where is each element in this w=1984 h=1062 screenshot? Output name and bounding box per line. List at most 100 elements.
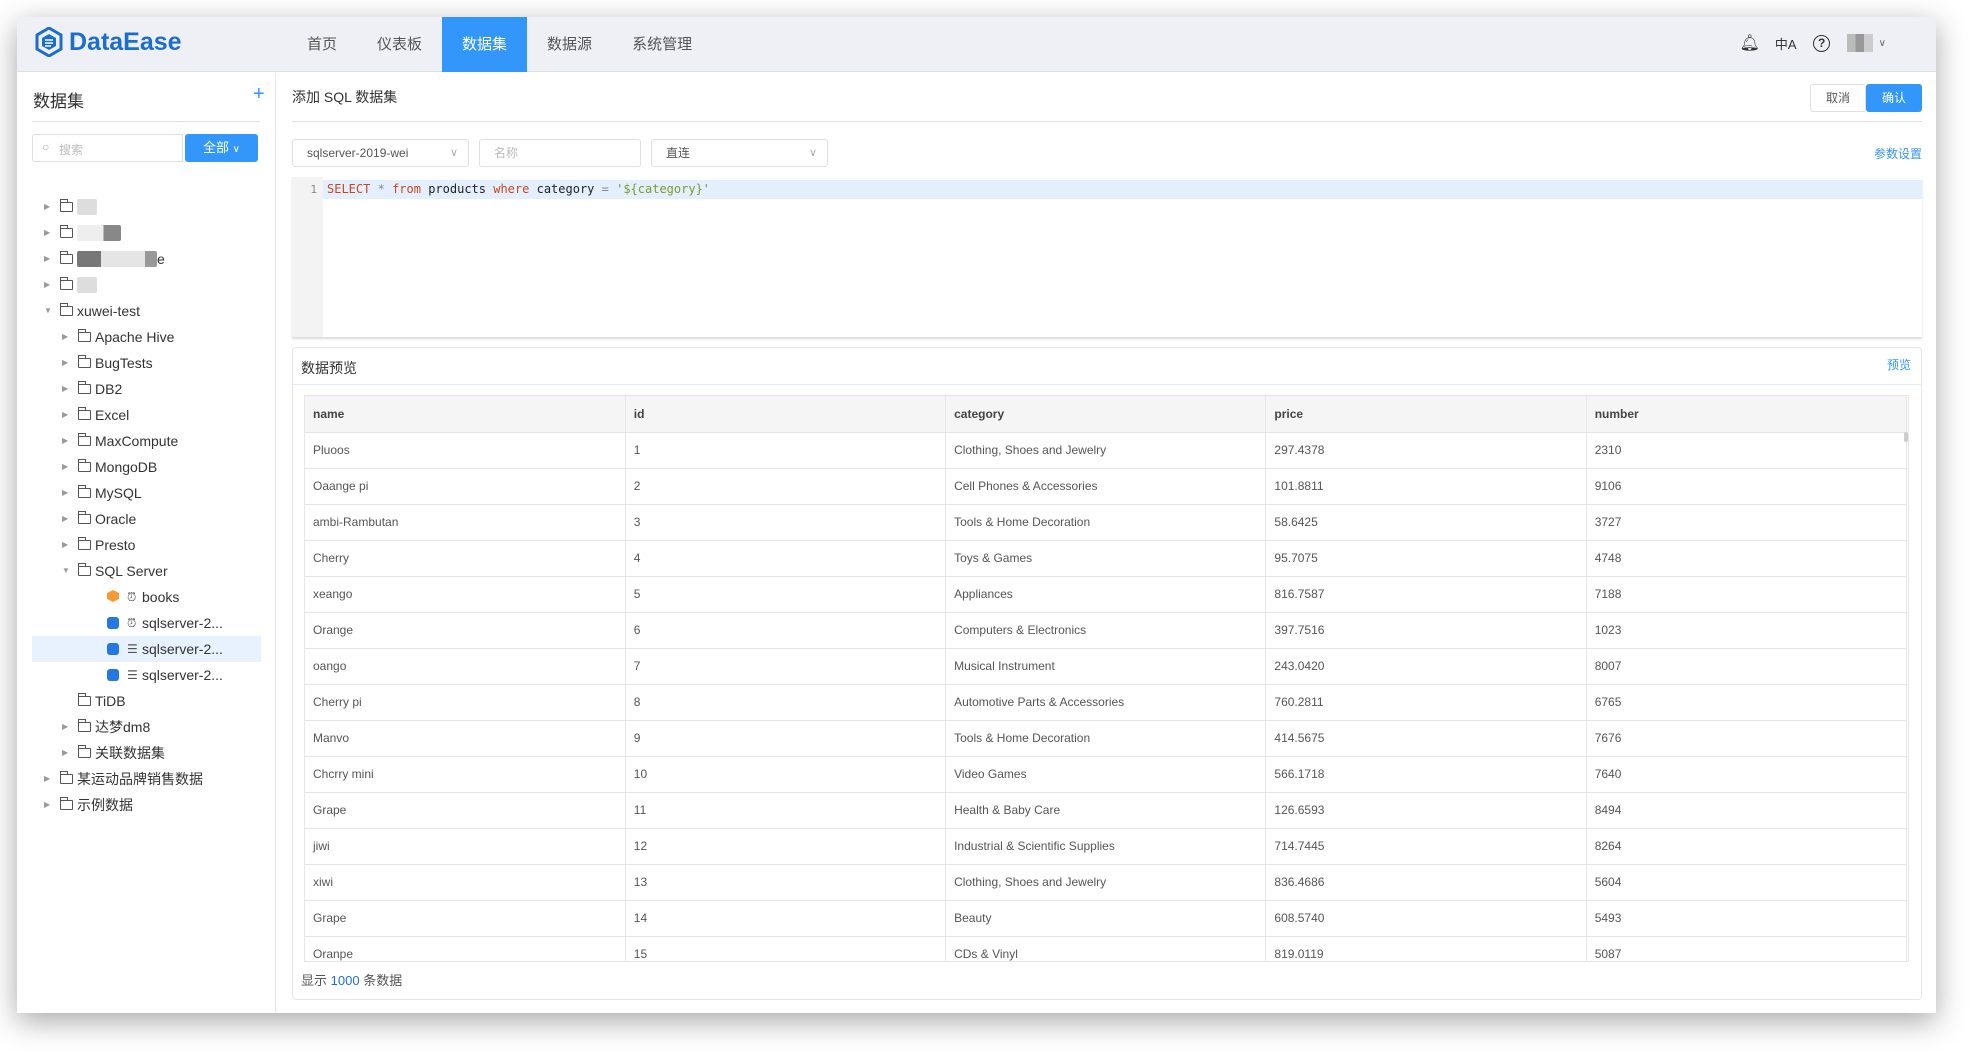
tree-item[interactable]: ▶ 达梦dm8 <box>17 714 276 740</box>
table-row: Grape 11 Health & Baby Care 126.6593 8494 <box>305 792 1908 829</box>
tree-item[interactable]: ⏰︎ books <box>17 584 276 610</box>
tree-item[interactable]: ▶ MongoDB <box>17 454 276 480</box>
tree-item[interactable]: ▶ <box>17 194 276 220</box>
param-settings-link[interactable]: 参数设置 <box>1873 147 1922 161</box>
caret-right-icon[interactable]: ▶ <box>62 436 69 445</box>
caret-right-icon[interactable]: ▶ <box>62 410 69 419</box>
tree-item[interactable]: ⏰︎ sqlserver-2... <box>17 610 276 636</box>
caret-right-icon[interactable]: ▶ <box>62 462 69 471</box>
chevron-down-icon[interactable]: ∨ <box>1878 37 1886 49</box>
column-header[interactable]: number <box>1586 396 1908 433</box>
caret-right-icon[interactable]: ▶ <box>44 228 51 237</box>
search-input[interactable]: ○ 搜索 <box>32 134 183 162</box>
logo[interactable]: DataEase <box>35 27 182 57</box>
row-count: 显示 1000 条数据 <box>301 970 402 989</box>
tree-item[interactable]: ▶ <box>17 272 276 298</box>
tree-item[interactable]: ▶ 某运动品牌销售数据 <box>17 766 276 792</box>
tree-item[interactable]: ☰ sqlserver-2... <box>32 636 261 662</box>
column-header[interactable]: price <box>1265 396 1587 433</box>
caret-right-icon[interactable]: ▶ <box>44 254 51 263</box>
tree-label: DB2 <box>95 381 123 397</box>
column-header[interactable]: name <box>305 396 626 433</box>
tree-label: 示例数据 <box>77 797 133 813</box>
column-header[interactable]: category <box>945 396 1267 433</box>
cancel-button[interactable]: 取消 <box>1810 84 1866 112</box>
table-cell: Grape <box>305 900 626 937</box>
table-cell: 95.7075 <box>1265 540 1587 577</box>
tree-item[interactable]: ▶ <box>17 220 276 246</box>
mode-select[interactable]: 直连 ∨ <box>651 139 828 167</box>
caret-right-icon[interactable]: ▶ <box>62 332 69 341</box>
caret-right-icon[interactable]: ▶ <box>44 202 51 211</box>
scrollbar[interactable] <box>1904 432 1908 442</box>
table-cell: Clothing, Shoes and Jewelry <box>945 432 1267 469</box>
translate-icon[interactable]: 中A <box>1774 36 1797 52</box>
sql-line[interactable]: SELECT * from products where category = … <box>323 180 1922 199</box>
tree-label: books <box>142 589 180 605</box>
help-icon[interactable]: ? <box>1811 31 1833 55</box>
caret-right-icon[interactable]: ▶ <box>62 748 69 757</box>
nav-tab[interactable]: 系统管理 <box>632 36 693 53</box>
column-header[interactable]: id <box>625 396 947 433</box>
table-cell: 3 <box>625 504 947 541</box>
footer-suffix: 条数据 <box>363 973 403 988</box>
add-dataset-button[interactable]: + <box>253 83 265 105</box>
tree-item[interactable]: ▶ Oracle <box>17 506 276 532</box>
redacted-label <box>77 199 97 215</box>
filter-dropdown[interactable]: 全部 ∨ <box>185 134 258 162</box>
tree-item[interactable]: ☰ sqlserver-2... <box>17 662 276 688</box>
table-cell: 7640 <box>1586 756 1908 793</box>
table-cell: 7676 <box>1586 720 1908 757</box>
page-title: 添加 SQL 数据集 <box>292 89 398 105</box>
tree-label: SQL Server <box>95 563 168 579</box>
tree-item[interactable]: ▶ BugTests <box>17 350 276 376</box>
caret-right-icon[interactable]: ▶ <box>62 540 69 549</box>
tree-label: 某运动品牌销售数据 <box>77 771 203 787</box>
sql-editor[interactable]: 1 SELECT * from products where category … <box>292 177 1922 337</box>
tree-item[interactable]: ▶ DB2 <box>17 376 276 402</box>
redacted-label <box>77 277 97 293</box>
tree-item[interactable]: ▶ MySQL <box>17 480 276 506</box>
database-icon <box>107 669 119 681</box>
tree-item[interactable]: ▶ e <box>17 246 276 272</box>
tree-item[interactable]: ▶ Excel <box>17 402 276 428</box>
sidebar-title: 数据集 <box>33 92 84 111</box>
tree-item[interactable]: TiDB <box>17 688 276 714</box>
tree-item[interactable]: ▼ SQL Server <box>17 558 276 584</box>
caret-right-icon[interactable]: ▶ <box>44 774 51 783</box>
tree-label: TiDB <box>95 693 126 709</box>
caret-right-icon[interactable]: ▶ <box>62 722 69 731</box>
tree-item[interactable]: ▶ Apache Hive <box>17 324 276 350</box>
name-input[interactable]: 名称 <box>479 139 641 167</box>
nav-tab[interactable]: 数据集 <box>442 17 528 72</box>
tree-item[interactable]: ▶ Presto <box>17 532 276 558</box>
tree-item[interactable]: ▶ MaxCompute <box>17 428 276 454</box>
nav-tab[interactable]: 仪表板 <box>377 36 423 53</box>
divider <box>292 121 1922 122</box>
preview-link[interactable]: 预览 <box>1886 358 1911 372</box>
datasource-select[interactable]: sqlserver-2019-wei ∨ <box>292 139 469 167</box>
caret-right-icon[interactable]: ▶ <box>62 358 69 367</box>
caret-right-icon[interactable]: ▶ <box>62 384 69 393</box>
nav-tab[interactable]: 首页 <box>307 36 338 53</box>
table-row: oango 7 Musical Instrument 243.0420 8007 <box>305 648 1908 685</box>
top-header: DataEase 首页 仪表板 数据集 数据源 系统管理 🔔︎ 中A ? ∨ <box>17 17 1936 72</box>
tree-item[interactable]: ▶ 关联数据集 <box>17 740 276 766</box>
sidebar: 数据集 + ○ 搜索 全部 ∨ ▶ ▶ ▶ e ▶ ▼ xuwei-test ▶ Apache H… <box>17 73 276 1013</box>
caret-down-icon[interactable]: ▼ <box>62 566 70 575</box>
caret-down-icon[interactable]: ▼ <box>44 306 52 315</box>
caret-right-icon[interactable]: ▶ <box>62 514 69 523</box>
app-window: DataEase 首页 仪表板 数据集 数据源 系统管理 🔔︎ 中A ? ∨ 数据集 +… <box>17 17 1936 1013</box>
dataset-tree: ▶ ▶ ▶ e ▶ ▼ xuwei-test ▶ Apache Hive ▶ BugTests ▶ DB… <box>17 194 276 818</box>
table-row: Cherry pi 8 Automotive Parts & Accessories… <box>305 684 1908 721</box>
bell-icon[interactable]: 🔔︎ <box>1739 35 1760 52</box>
nav-tab[interactable]: 数据源 <box>547 36 593 53</box>
confirm-button[interactable]: 确认 <box>1866 84 1922 112</box>
tree-item[interactable]: ▼ xuwei-test <box>17 298 276 324</box>
caret-right-icon[interactable]: ▶ <box>44 800 51 809</box>
caret-right-icon[interactable]: ▶ <box>62 488 69 497</box>
tree-item[interactable]: ▶ 示例数据 <box>17 792 276 818</box>
user-avatar[interactable] <box>1846 34 1873 52</box>
table-cell: Oranpe <box>305 936 626 961</box>
caret-right-icon[interactable]: ▶ <box>44 280 51 289</box>
